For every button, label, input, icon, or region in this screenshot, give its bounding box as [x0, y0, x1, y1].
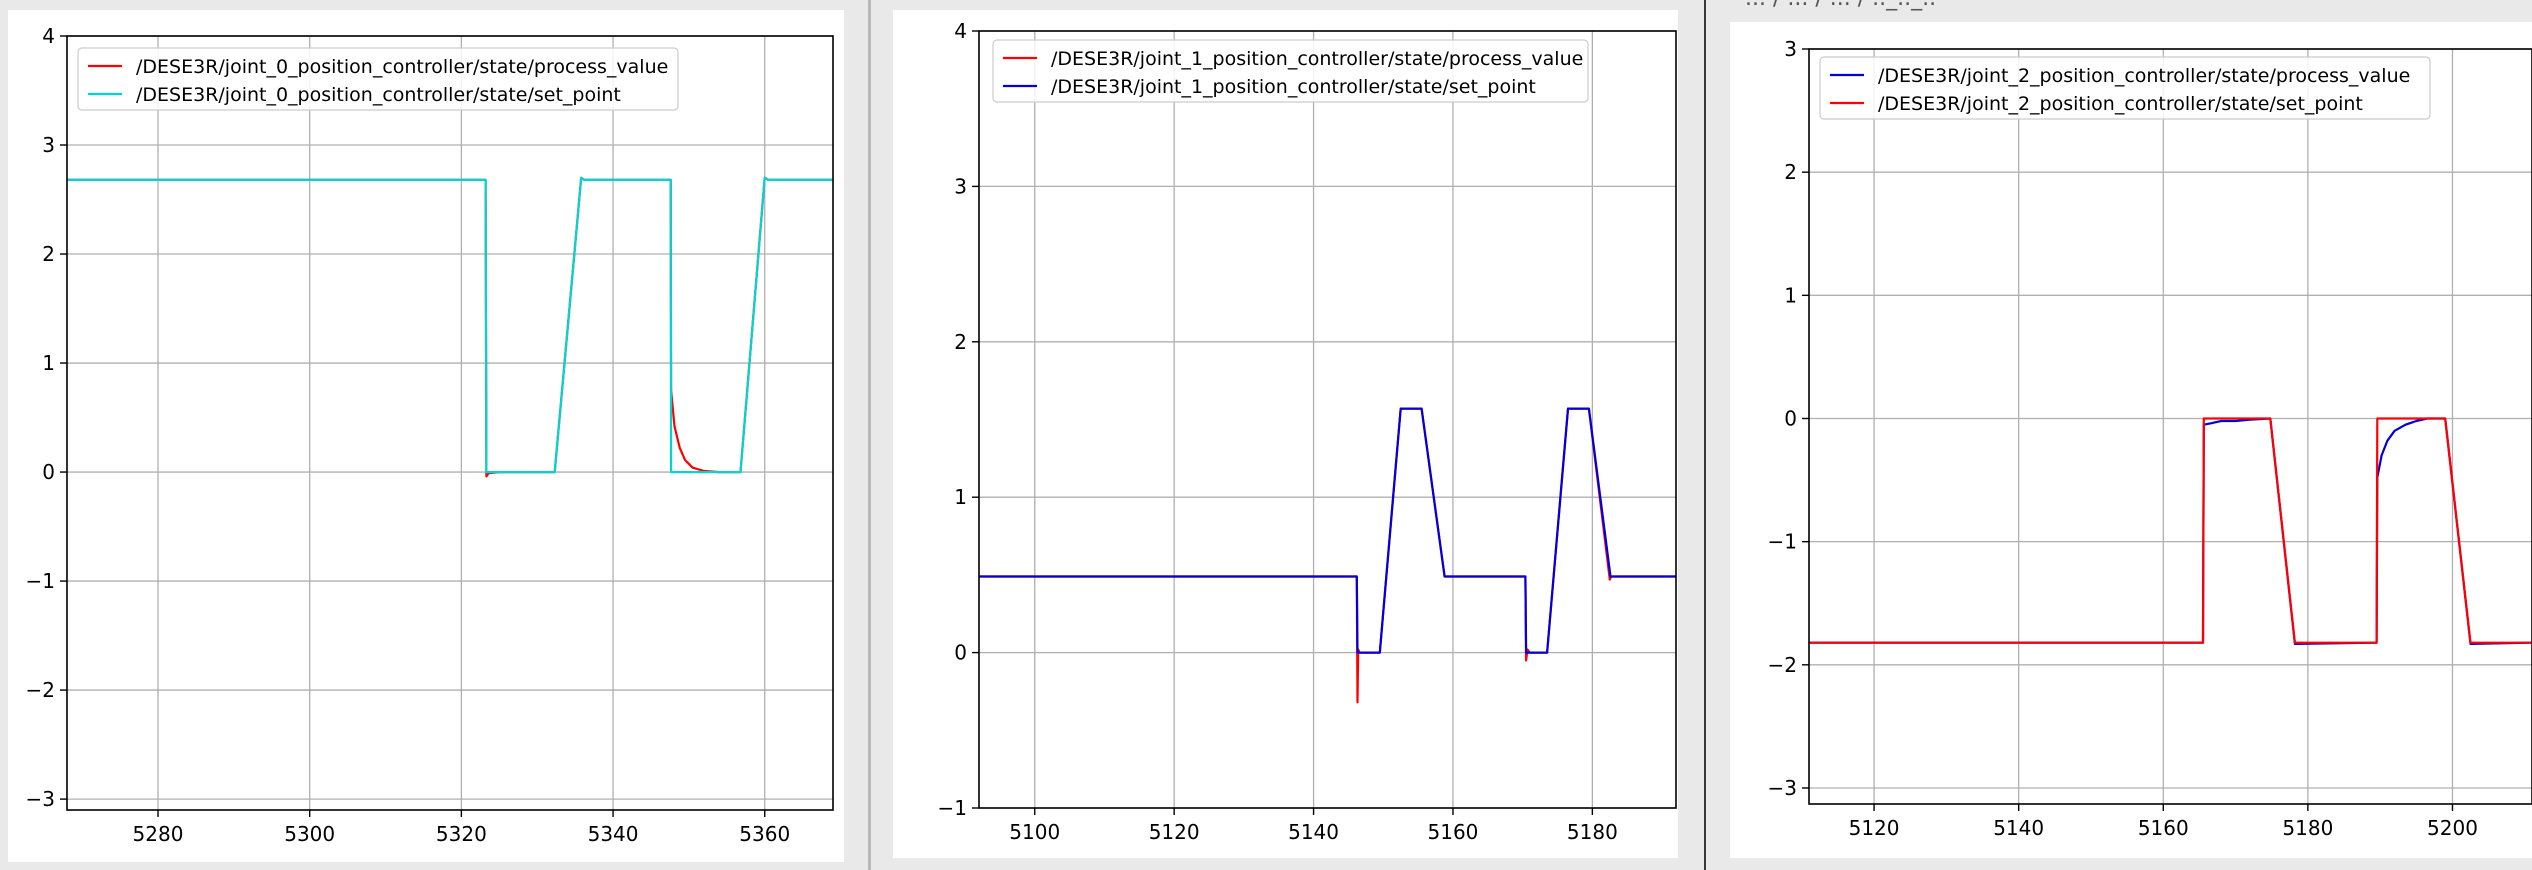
chart-joint-2[interactable]: 5120 5140 5160 5180 5200 −3 −2 −1 0 1 2 3/DESE3R/jo… — [1730, 22, 2532, 858]
figure-canvas-joint-0: 5280 5300 5320 5340 5360 −3 −2 −1 0 1 2 3 4/DESE3R/j… — [8, 10, 844, 862]
y-tick-label: 2 — [954, 330, 967, 354]
y-tick-label: −3 — [1768, 776, 1797, 800]
chart-joint-1[interactable]: 5100 5120 5140 5160 5180 −1 0 1 2 3 4/DESE3R/joint… — [893, 10, 1678, 858]
x-tick-label: 5300 — [284, 822, 335, 846]
series-line-process-value — [1809, 417, 2532, 646]
x-tick-label: 5180 — [1567, 820, 1618, 844]
legend-label: /DESE3R/joint_0_position_controller/stat… — [136, 84, 621, 106]
x-tick-label: 5340 — [588, 822, 639, 846]
y-tick-label: 1 — [42, 351, 55, 375]
legend-box — [77, 47, 679, 111]
x-tick-label: 5160 — [2138, 816, 2189, 840]
series-line-process-value — [67, 176, 833, 478]
x-tick-label: 5200 — [2427, 816, 2478, 840]
legend-box — [992, 39, 1589, 103]
series-line-set-point — [979, 407, 1676, 654]
y-tick-label: 3 — [1784, 37, 1797, 61]
y-tick-label: 1 — [1784, 283, 1797, 307]
x-tick-label: 5280 — [133, 822, 184, 846]
figure-canvas-joint-1: 5100 5120 5140 5160 5180 −1 0 1 2 3 4/DESE3R/joint… — [893, 10, 1678, 858]
series-line-set-point — [1809, 417, 2532, 644]
legend-label: /DESE3R/joint_0_position_controller/stat… — [136, 56, 668, 78]
x-tick-label: 5360 — [739, 822, 790, 846]
y-tick-label: −2 — [1768, 653, 1797, 677]
panel-separator-1[interactable] — [868, 0, 871, 870]
legend[interactable]: /DESE3R/joint_0_position_controller/stat… — [77, 47, 679, 111]
y-tick-label: 2 — [42, 242, 55, 266]
x-tick-label: 5160 — [1428, 820, 1479, 844]
x-tick-label: 5180 — [2282, 816, 2333, 840]
y-tick-label: −1 — [938, 796, 967, 820]
y-tick-label: 3 — [954, 174, 967, 198]
legend-label: /DESE3R/joint_1_position_controller/stat… — [1051, 76, 1536, 98]
panel-separator-2[interactable] — [1704, 0, 1706, 870]
legend-label: /DESE3R/joint_2_position_controller/stat… — [1878, 65, 2410, 87]
x-tick-label: 5320 — [436, 822, 487, 846]
x-tick-label: 5120 — [1149, 820, 1200, 844]
y-tick-label: 1 — [954, 485, 967, 509]
legend-label: /DESE3R/joint_2_position_controller/stat… — [1878, 93, 2363, 115]
y-tick-label: −3 — [26, 787, 55, 811]
y-tick-label: −1 — [26, 569, 55, 593]
plot-panel-joint-0: 5280 5300 5320 5340 5360 −3 −2 −1 0 1 2 3 4/DESE3R/j… — [0, 0, 868, 870]
legend-label: /DESE3R/joint_1_position_controller/stat… — [1051, 48, 1583, 70]
figure-canvas-joint-2: 5120 5140 5160 5180 5200 −3 −2 −1 0 1 2 3/DESE3R/jo… — [1730, 22, 2532, 858]
legend-box — [1819, 56, 2431, 120]
y-tick-label: 0 — [1784, 406, 1797, 430]
series-line-process-value — [979, 407, 1676, 704]
x-tick-label: 5100 — [1009, 820, 1060, 844]
axes-frame — [978, 30, 1677, 809]
x-tick-label: 5140 — [1288, 820, 1339, 844]
y-tick-label: 3 — [42, 133, 55, 157]
legend[interactable]: /DESE3R/joint_2_position_controller/stat… — [1819, 56, 2431, 120]
plot-panel-joint-2: 5120 5140 5160 5180 5200 −3 −2 −1 0 1 2 3/DESE3R/jo… — [1706, 0, 2532, 870]
chart-joint-0[interactable]: 5280 5300 5320 5340 5360 −3 −2 −1 0 1 2 3 4/DESE3R/j… — [8, 10, 844, 862]
window-title-fragment: ... / ... / ... / .._.._.. — [1745, 0, 1936, 11]
axes-frame — [1808, 48, 2532, 805]
y-tick-label: 4 — [954, 19, 967, 43]
y-tick-label: −1 — [1768, 530, 1797, 554]
axes-frame — [66, 35, 834, 811]
x-tick-label: 5140 — [1993, 816, 2044, 840]
y-tick-label: 2 — [1784, 160, 1797, 184]
y-tick-label: 4 — [42, 24, 55, 48]
y-tick-label: −2 — [26, 678, 55, 702]
y-tick-label: 0 — [954, 641, 967, 665]
x-tick-label: 5120 — [1849, 816, 1900, 840]
legend[interactable]: /DESE3R/joint_1_position_controller/stat… — [992, 39, 1589, 103]
series-line-set-point — [67, 176, 833, 474]
y-tick-label: 0 — [42, 460, 55, 484]
plot-panel-joint-1: 5100 5120 5140 5160 5180 −1 0 1 2 3 4/DESE3R/joint… — [871, 0, 1704, 870]
